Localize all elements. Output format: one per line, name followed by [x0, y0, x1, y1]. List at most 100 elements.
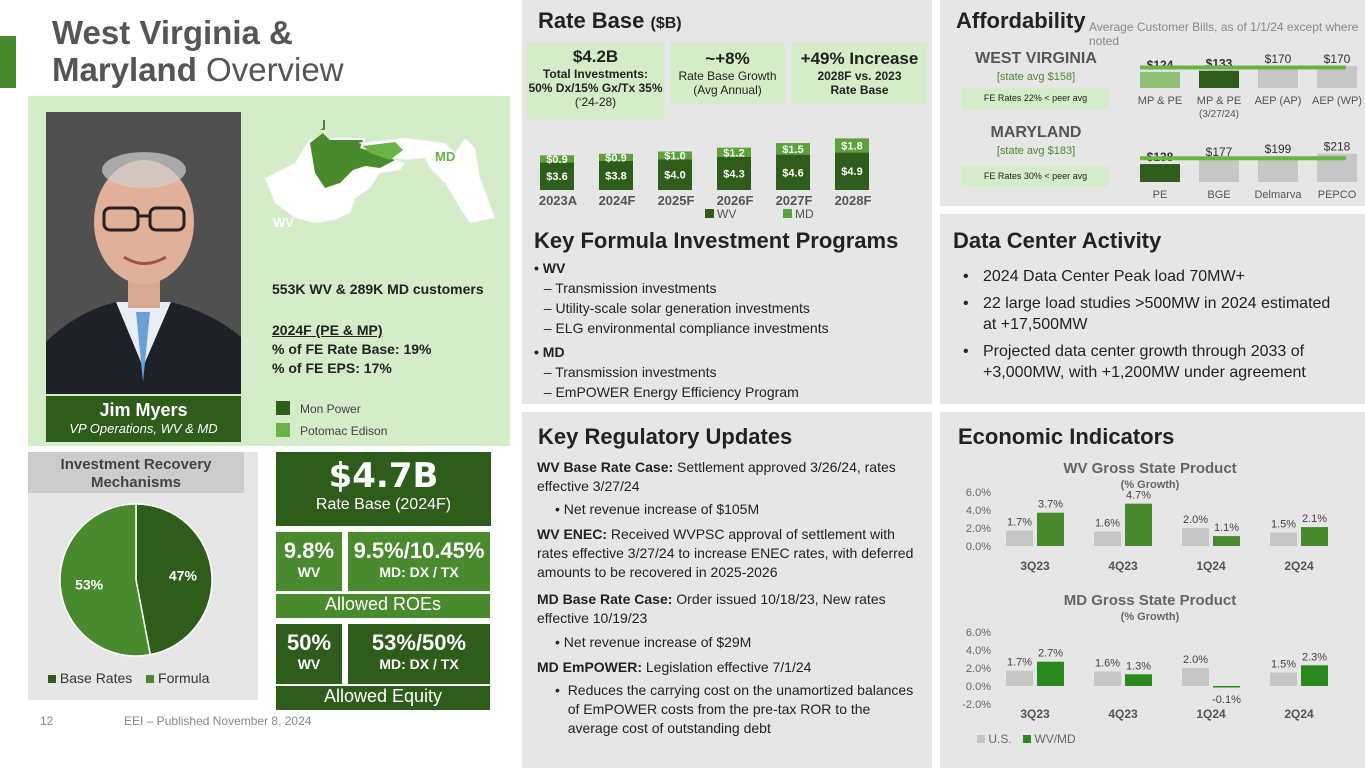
- bill-bar: [1258, 156, 1298, 182]
- customer-count: 553K WV & 289K MD customers: [272, 281, 484, 297]
- person-role: VP Operations, WV & MD: [69, 421, 218, 436]
- rate-base-label-wv: $3.8: [605, 170, 626, 182]
- bill-category: BGE: [1207, 189, 1230, 201]
- gsp-value: 2.3%: [1302, 651, 1327, 663]
- rate-base-bar-wv: [540, 162, 574, 190]
- gsp-ytick: 0.0%: [966, 541, 991, 553]
- rate-base-title: Rate Base ($B): [538, 8, 682, 33]
- gsp-value: 2.0%: [1183, 514, 1208, 526]
- gsp-ytick: 2.0%: [966, 663, 991, 675]
- bill-category: Delmarva: [1254, 189, 1302, 201]
- gsp-value: 1.3%: [1126, 660, 1151, 672]
- rate-base-label-wv: $4.6: [782, 167, 803, 179]
- rate-base-label-wv: $4.3: [723, 168, 744, 180]
- rate-base-bar-md: [540, 155, 574, 163]
- rate-base-bar-md: [776, 143, 810, 155]
- legend-swatch-md: [783, 209, 792, 218]
- rate-base-stat: $4.7B Rate Base (2024F): [276, 452, 491, 526]
- gsp-bar-us: [1006, 530, 1033, 546]
- equity-wv: 50% WV: [276, 624, 342, 684]
- bill-category: (3/27/24): [1199, 109, 1239, 120]
- callout-investments: $4.2B Total Investments: 50% Dx/15% Gx/T…: [527, 42, 664, 120]
- gsp-value: 2.0%: [1183, 654, 1208, 666]
- data-center-title: Data Center Activity: [953, 228, 1162, 253]
- rate-base-label-md: $1.8: [841, 140, 862, 152]
- bill-bar: [1258, 65, 1298, 88]
- fe-share: 2024F (PE & MP) % of FE Rate Base: 19% %…: [272, 322, 432, 376]
- gsp-subtitle: (% Growth): [1121, 611, 1180, 623]
- gsp-bar-state: [1301, 665, 1328, 686]
- equity-label: Allowed Equity: [276, 686, 490, 710]
- gsp-title: MD Gross State Product: [1064, 592, 1237, 609]
- rate-base-bar-wv: [599, 160, 633, 190]
- rate-base-label-wv: $3.6: [546, 171, 567, 183]
- bill-value: $177: [1206, 145, 1233, 159]
- gsp-bar-state: [1125, 503, 1152, 546]
- gsp-value: 3.7%: [1038, 499, 1063, 511]
- gsp-category: 1Q24: [1196, 707, 1226, 721]
- gsp-value: 2.1%: [1302, 513, 1327, 525]
- rate-base-category: 2027F: [776, 193, 813, 208]
- rate-base-category: 2028F: [835, 193, 872, 208]
- legend-swatch-wv: [705, 209, 714, 218]
- accent-bar: [0, 36, 16, 88]
- wv-gsp-chart: WV Gross State Product (% Growth) 0.0% 2.0%…: [966, 460, 1328, 573]
- gsp-category: 3Q23: [1020, 707, 1050, 721]
- rate-base-bar-wv: [658, 159, 692, 190]
- pie-label: 47%: [169, 568, 198, 584]
- gsp-bar-us: [1094, 531, 1121, 546]
- rate-base-label-md: $1.0: [664, 150, 685, 162]
- md-afford-note: FE Rates 30% < peer avg: [962, 166, 1109, 187]
- gsp-value: 1.6%: [1095, 658, 1120, 670]
- callout-growth: ~+8% Rate Base Growth (Avg Annual): [670, 42, 785, 104]
- bill-category: AEP (AP): [1255, 95, 1302, 107]
- gsp-value: 2.7%: [1038, 648, 1063, 660]
- bill-bar: [1317, 65, 1357, 88]
- economic-legend: U.S. WV/MD: [977, 732, 1076, 746]
- bill-value: $199: [1265, 142, 1292, 156]
- rate-base-category: 2023A: [539, 193, 578, 208]
- gsp-category: 2Q24: [1284, 707, 1314, 721]
- gsp-ytick: 6.0%: [966, 627, 991, 639]
- recovery-title: Investment Recovery Mechanisms: [28, 452, 244, 493]
- gsp-bar-state: [1037, 512, 1064, 546]
- bill-value: $170: [1324, 52, 1351, 66]
- rate-base-bar-wv: [776, 154, 810, 190]
- key-formula-list: • WV – Transmission investments – Utilit…: [534, 260, 829, 400]
- gsp-bar-state: [1301, 527, 1328, 546]
- page-number: 12: [40, 714, 54, 728]
- bill-value: $170: [1265, 52, 1292, 66]
- gsp-subtitle: (% Growth): [1121, 479, 1180, 491]
- wv-md-map: MD WV: [264, 120, 496, 230]
- gsp-ytick: 4.0%: [966, 645, 991, 657]
- gsp-bar-state: [1213, 686, 1240, 688]
- gsp-value: -0.1%: [1212, 694, 1241, 706]
- gsp-ytick: 0.0%: [966, 681, 991, 693]
- roe-label: Allowed ROEs: [276, 594, 490, 618]
- map-label-wv: WV: [273, 215, 294, 230]
- gsp-category: 4Q23: [1108, 559, 1138, 573]
- gsp-ytick: 2.0%: [966, 523, 991, 535]
- gsp-category: 2Q24: [1284, 559, 1314, 573]
- rate-base-chart: $3.6 $0.9 2023A $3.8 $0.9 2024F $4.0 $1.0 2025F $…: [539, 138, 872, 221]
- gsp-value: 1.6%: [1095, 518, 1120, 530]
- bill-bar: [1140, 164, 1180, 182]
- roe-md: 9.5%/10.45% MD: DX / TX: [348, 532, 490, 591]
- page-title: West Virginia & Maryland Overview: [52, 14, 344, 88]
- regulatory-panel: [522, 412, 932, 768]
- affordability-subtitle: Average Customer Bills, as of 1/1/24 exc…: [1089, 20, 1359, 48]
- gsp-ytick: 4.0%: [966, 505, 991, 517]
- bill-category: MP & PE: [1197, 95, 1241, 107]
- bill-category: MP & PE: [1138, 95, 1182, 107]
- recovery-pie: 47% 53%: [59, 503, 213, 657]
- bill-bar: [1140, 71, 1180, 88]
- gsp-category: 4Q23: [1108, 707, 1138, 721]
- rate-base-label-md: $0.9: [605, 152, 626, 164]
- pie-slice-formula: [59, 503, 152, 657]
- rate-base-label-wv: $4.9: [841, 166, 862, 178]
- wv-afford-label: WEST VIRGINIA [state avg $158]: [975, 50, 1097, 83]
- rate-base-label-wv: $4.0: [664, 170, 685, 182]
- bill-value: $218: [1324, 140, 1351, 154]
- rate-base-category: 2024F: [599, 193, 636, 208]
